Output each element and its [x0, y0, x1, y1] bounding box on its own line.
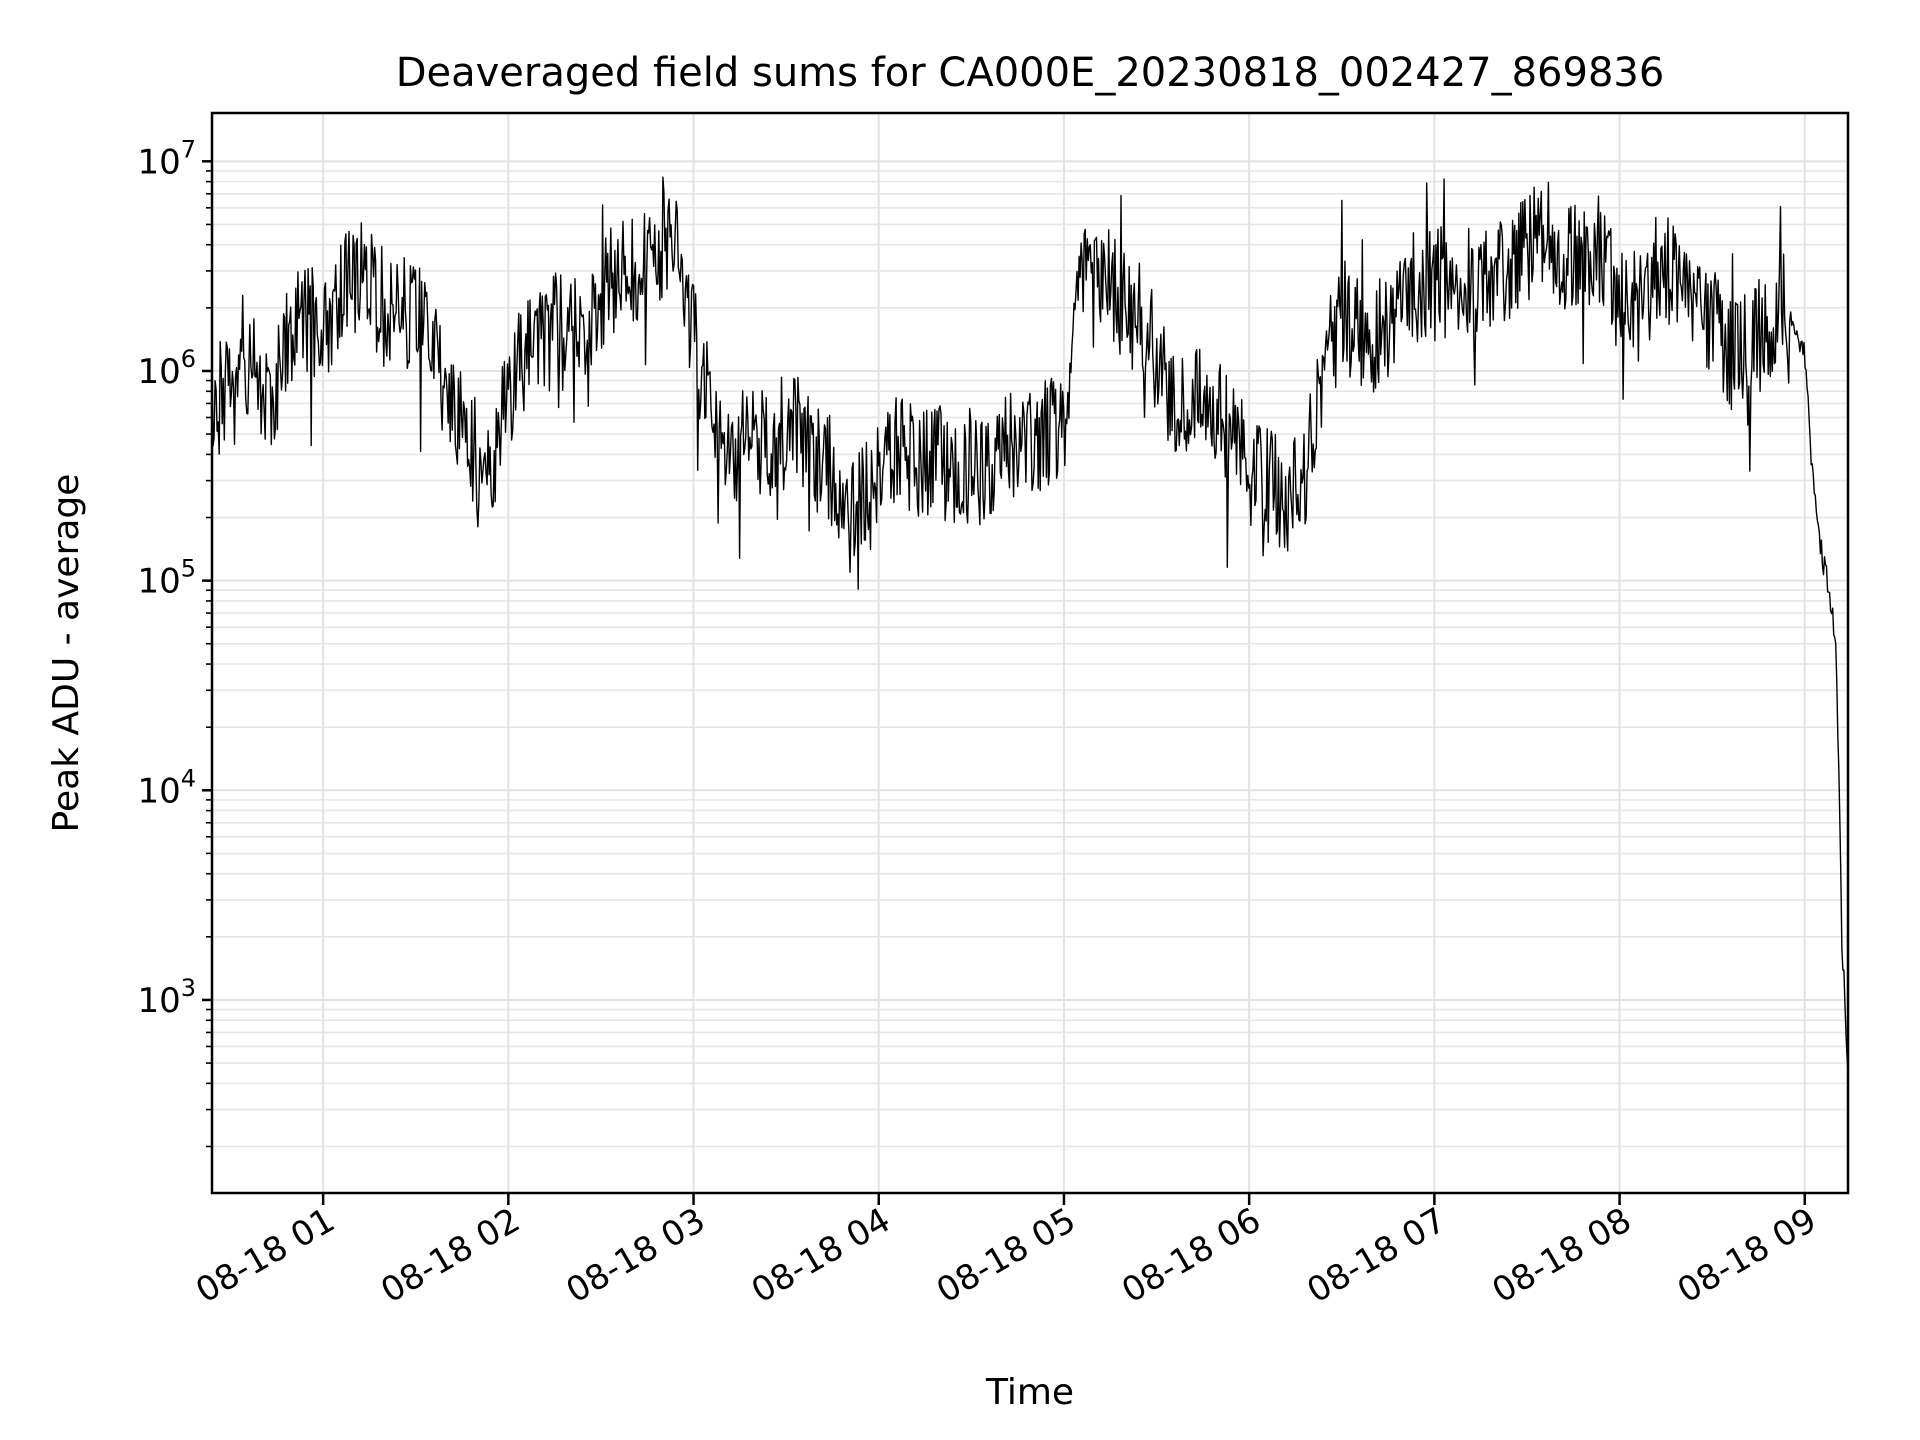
y-tick-label: 107 [137, 135, 196, 182]
series-layer [211, 176, 1849, 1073]
y-tick-label: 104 [137, 764, 196, 811]
y-axis-label: Peak ADU - average [46, 474, 87, 833]
y-tick-label: 103 [137, 974, 196, 1021]
plot-frame [210, 111, 1850, 1195]
grid-layer [212, 113, 1848, 1193]
series-line-0 [211, 176, 1849, 1073]
x-axis-label: Time [985, 1372, 1074, 1413]
y-tick-label: 105 [137, 555, 196, 602]
y-tick-label: 106 [137, 345, 196, 392]
chart-title: Deaveraged field sums for CA000E_2023081… [396, 50, 1665, 96]
